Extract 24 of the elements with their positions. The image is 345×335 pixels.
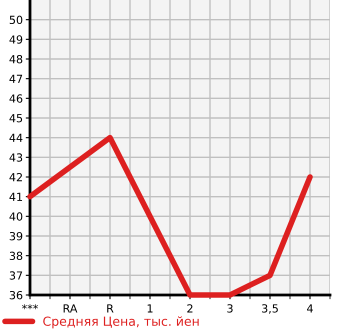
y-tick-label: 39 <box>10 232 22 240</box>
y-tick-label: 44 <box>9 134 22 142</box>
y-tick-label: 38 <box>10 252 22 260</box>
y-tick-label: 43 <box>9 153 22 162</box>
legend-label: Средняя Цена, тыс. йен <box>43 316 199 328</box>
y-tick-label: 45 <box>9 114 22 122</box>
x-tick-label: RA <box>64 304 78 312</box>
x-tick-label: R <box>107 304 114 312</box>
y-tick-label: 47 <box>9 74 22 83</box>
y-tick-label: 36 <box>10 290 22 300</box>
x-tick-label: *** <box>22 304 38 310</box>
y-tick-label: 48 <box>9 54 22 64</box>
x-tick-label: 3,5 <box>262 304 278 314</box>
y-tick-label: 49 <box>9 35 22 44</box>
x-tick-label: 4 <box>307 304 313 312</box>
y-tick-label: 46 <box>9 94 22 103</box>
y-tick-label: 42 <box>9 172 22 182</box>
y-tick-label: 37 <box>10 271 22 280</box>
x-tick-label: 1 <box>148 304 153 312</box>
y-tick-label: 41 <box>9 192 22 201</box>
y-tick-label: 40 <box>9 212 22 221</box>
x-tick-label: 2 <box>187 304 192 312</box>
x-tick-label: 3 <box>227 304 233 313</box>
y-tick-label: 50 <box>10 16 22 24</box>
